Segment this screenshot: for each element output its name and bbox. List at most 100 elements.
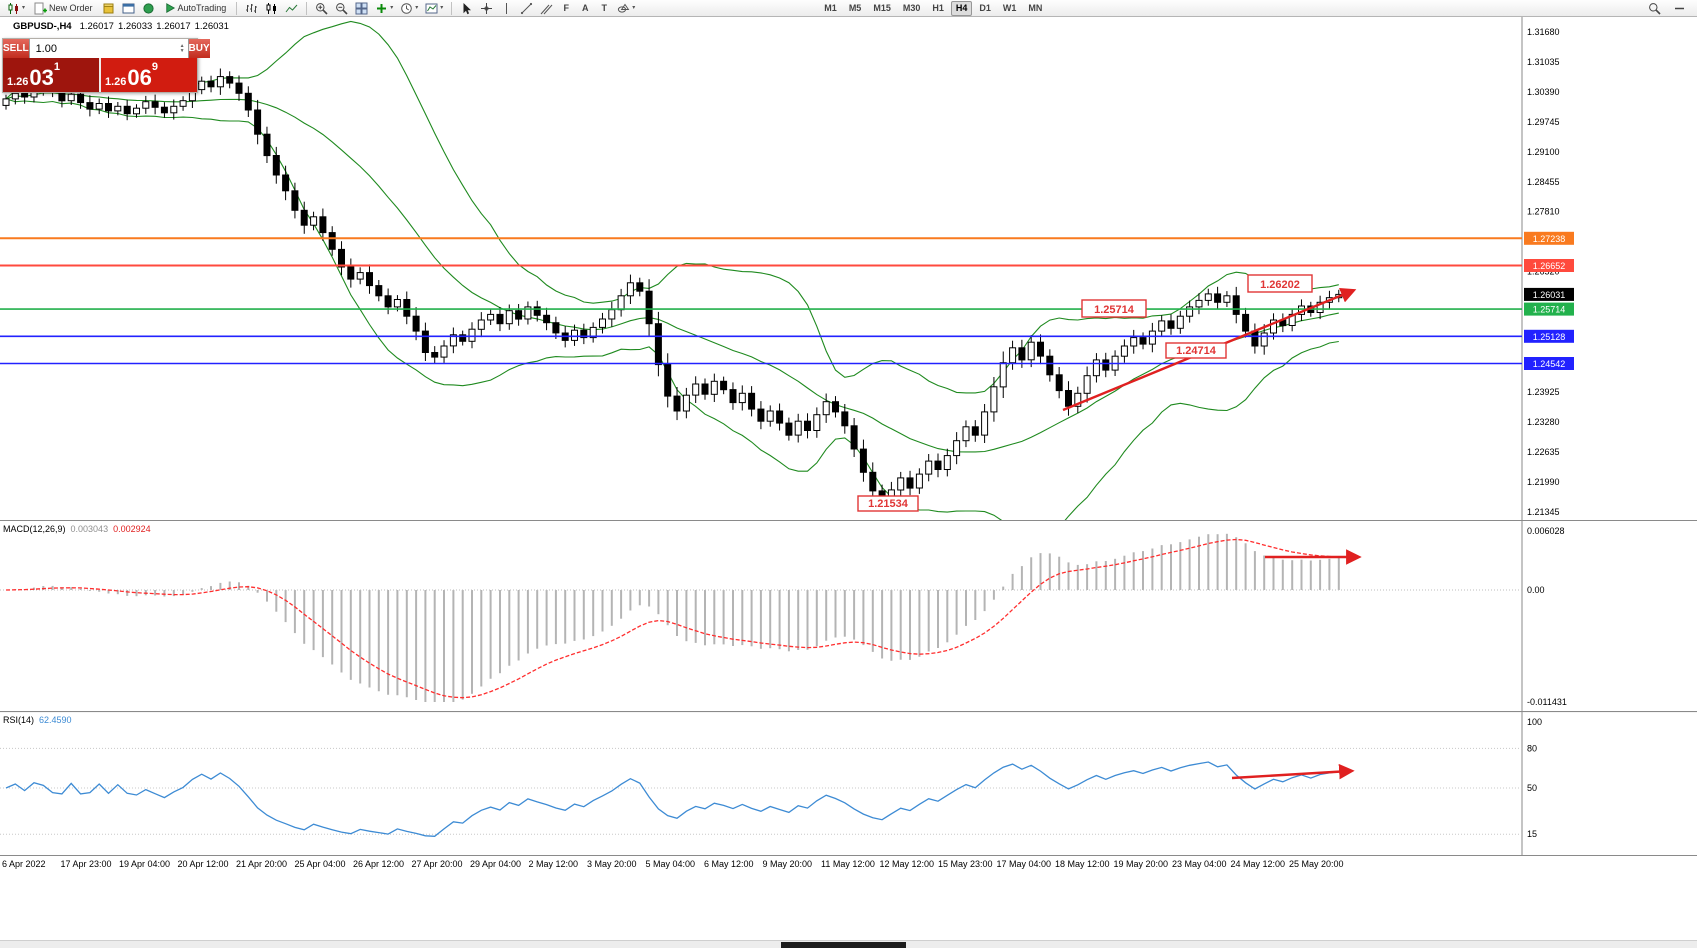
ask-main: 1.26 bbox=[105, 76, 127, 88]
tile-windows-button[interactable] bbox=[352, 1, 371, 16]
zoom-out-icon bbox=[336, 2, 348, 15]
time-axis-label: 21 Apr 20:00 bbox=[236, 859, 288, 869]
ask-point: 9 bbox=[151, 61, 159, 73]
templates-button[interactable]: ▾ bbox=[422, 1, 446, 16]
rsi-name: RSI(14) bbox=[3, 715, 35, 725]
template-chart-icon bbox=[425, 3, 438, 13]
cursor-icon bbox=[463, 2, 472, 14]
svg-text:80: 80 bbox=[1527, 743, 1537, 753]
macd-value-signal: 0.002924 bbox=[113, 524, 151, 534]
buy-button[interactable]: BUY bbox=[188, 39, 210, 58]
ohlc-close: 1.26031 bbox=[194, 21, 229, 32]
timeframe-button-d1[interactable]: D1 bbox=[974, 1, 996, 16]
svg-text:1.26652: 1.26652 bbox=[1533, 261, 1566, 271]
svg-text:1.25128: 1.25128 bbox=[1533, 332, 1566, 342]
rsi-label: RSI(14) 62.4590 bbox=[3, 715, 72, 725]
svg-text:-0.011431: -0.011431 bbox=[1527, 697, 1567, 707]
trendline-button[interactable] bbox=[517, 1, 536, 16]
ohlc-high: 1.26033 bbox=[117, 21, 153, 32]
one-click-price-row: 1.26 03 1 1.26 06 9 bbox=[3, 58, 197, 92]
volume-box: ▲ ▼ bbox=[28, 39, 189, 58]
price-callout bbox=[1081, 299, 1147, 318]
bid-price-display[interactable]: 1.26 03 1 bbox=[3, 58, 99, 92]
collapse-toolbar-button[interactable] bbox=[1670, 1, 1689, 16]
sell-button[interactable]: SELL bbox=[3, 39, 29, 58]
volume-spinner[interactable]: ▲ ▼ bbox=[179, 42, 188, 54]
timeframe-button-w1[interactable]: W1 bbox=[998, 1, 1022, 16]
autotrading-button[interactable]: AutoTrading bbox=[159, 1, 232, 16]
time-axis[interactable]: 6 Apr 2022 17 Apr 23:00 19 Apr 04:00 20 Apr… bbox=[0, 855, 1697, 873]
strategy-tester-button[interactable] bbox=[139, 1, 158, 16]
svg-text:1.27810: 1.27810 bbox=[1527, 207, 1560, 217]
new-chart-button[interactable]: ▾ bbox=[4, 1, 28, 16]
timeframe-button-h1[interactable]: H1 bbox=[927, 1, 949, 16]
time-axis-label: 15 May 23:00 bbox=[938, 859, 993, 869]
play-icon bbox=[165, 3, 175, 13]
volume-input[interactable] bbox=[29, 42, 180, 55]
market-watch-button[interactable] bbox=[99, 1, 118, 16]
timeframe-button-m5[interactable]: M5 bbox=[844, 1, 867, 16]
plus-icon bbox=[377, 3, 387, 13]
line-chart-button[interactable] bbox=[282, 1, 301, 16]
macd-name: MACD(12,26,9) bbox=[3, 524, 66, 534]
trendline-icon bbox=[521, 2, 533, 14]
time-axis-label: 9 May 20:00 bbox=[762, 859, 813, 869]
bar-chart-button[interactable] bbox=[242, 1, 261, 16]
timeframe-button-h4[interactable]: H4 bbox=[950, 0, 973, 16]
price-chart[interactable]: 1.25714 1.26202 1.24714 1.21534 1.31680 1.310… bbox=[0, 17, 1697, 520]
data-window-button[interactable] bbox=[119, 1, 138, 16]
rsi-arrow bbox=[1231, 763, 1355, 780]
timeframe-button-mn[interactable]: MN bbox=[1023, 1, 1047, 16]
candle-chart-icon bbox=[266, 2, 277, 14]
zoom-in-button[interactable] bbox=[312, 1, 331, 16]
fibonacci-icon: F bbox=[563, 3, 570, 13]
svg-text:1.27238: 1.27238 bbox=[1533, 234, 1566, 244]
svg-text:1.21990: 1.21990 bbox=[1527, 477, 1560, 487]
scrollbar-thumb[interactable] bbox=[781, 942, 906, 948]
periods-button[interactable]: ▾ bbox=[397, 1, 421, 16]
timeframe-button-m30[interactable]: M30 bbox=[898, 1, 926, 16]
timeframe-button-m1[interactable]: M1 bbox=[819, 1, 842, 16]
svg-text:50: 50 bbox=[1527, 783, 1537, 793]
shapes-button[interactable]: ▾ bbox=[614, 1, 638, 16]
horizontal-scrollbar[interactable] bbox=[0, 940, 1697, 948]
fibonacci-button[interactable]: F bbox=[557, 1, 575, 16]
price-axis-badge bbox=[1524, 259, 1574, 272]
channel-button[interactable] bbox=[537, 1, 556, 16]
chart-title-bar: GBPUSD-,H4 1.26017 1.26033 1.26017 1.26031 bbox=[13, 21, 233, 32]
time-axis-label: 17 Apr 23:00 bbox=[60, 859, 112, 869]
ask-price-display[interactable]: 1.26 06 9 bbox=[101, 58, 197, 92]
svg-text:0.00: 0.00 bbox=[1527, 585, 1545, 595]
time-axis-label: 3 May 20:00 bbox=[587, 859, 637, 869]
time-axis-label: 26 Apr 12:00 bbox=[353, 859, 405, 869]
rsi-panel[interactable]: 100 80 50 15 bbox=[0, 711, 1697, 855]
text-label-button[interactable]: T bbox=[595, 1, 613, 16]
bid-pips: 03 bbox=[29, 65, 54, 90]
zoom-out-button[interactable] bbox=[332, 1, 351, 16]
zoom-in-icon bbox=[316, 2, 328, 15]
price-callout bbox=[857, 495, 919, 512]
svg-text:1.22635: 1.22635 bbox=[1527, 447, 1560, 457]
ohlc-open: 1.26017 bbox=[79, 21, 114, 32]
price-axis-badge bbox=[1524, 287, 1574, 301]
main-toolbar: ▾ New Order AutoTrading bbox=[0, 0, 1697, 17]
crosshair-button[interactable] bbox=[477, 1, 496, 16]
vertical-line-button[interactable] bbox=[497, 1, 516, 16]
spinner-up-icon[interactable]: ▲ bbox=[179, 42, 185, 49]
spinner-down-icon[interactable]: ▼ bbox=[179, 47, 185, 54]
time-axis-label: 25 May 20:00 bbox=[1289, 859, 1344, 869]
text-button[interactable]: A bbox=[576, 1, 594, 16]
search-icon-button[interactable] bbox=[1645, 1, 1664, 16]
cursor-button[interactable] bbox=[457, 1, 476, 16]
new-order-button[interactable]: New Order bbox=[29, 1, 98, 16]
indicators-button[interactable]: ▾ bbox=[372, 1, 396, 16]
timeframe-button-m15[interactable]: M15 bbox=[868, 1, 896, 16]
symbol-title: GBPUSD-,H4 bbox=[13, 21, 72, 32]
candle-chart-button[interactable] bbox=[262, 1, 281, 16]
ohlc-low: 1.26017 bbox=[156, 21, 191, 32]
minus-icon bbox=[1675, 7, 1684, 9]
macd-panel[interactable]: 0.006028 0.00 -0.011431 bbox=[0, 520, 1697, 711]
time-axis-label: 23 May 04:00 bbox=[1172, 859, 1227, 869]
new-order-icon bbox=[34, 2, 48, 14]
svg-text:1.26202: 1.26202 bbox=[1260, 279, 1300, 291]
